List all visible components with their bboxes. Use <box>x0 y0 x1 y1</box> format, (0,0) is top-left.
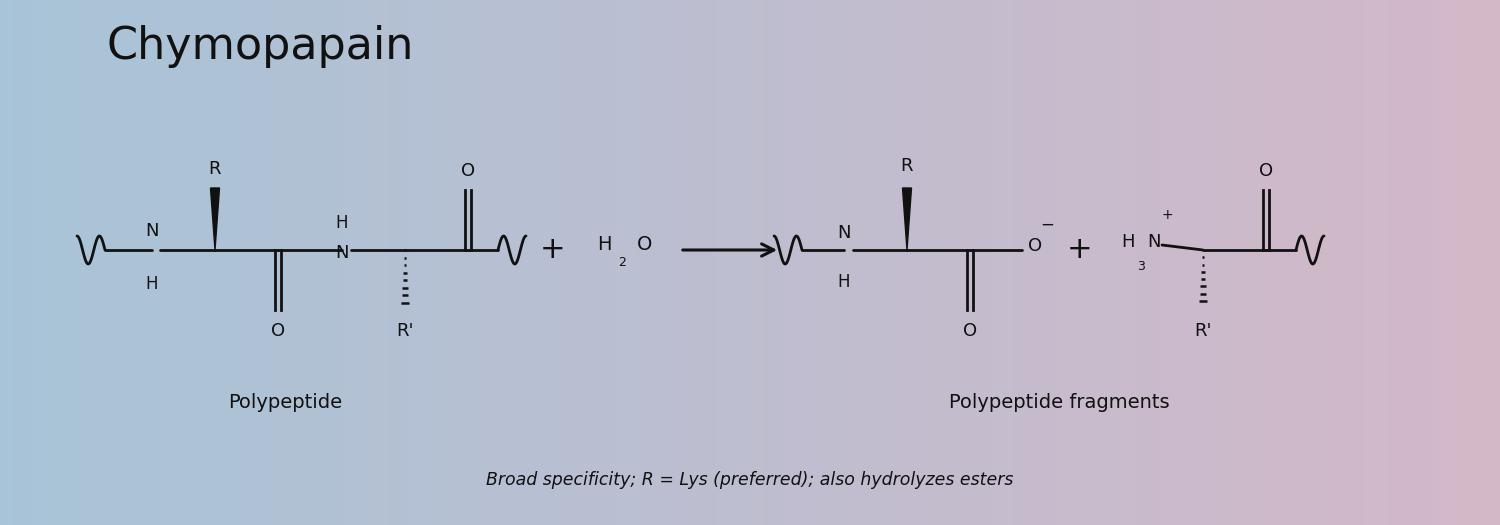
Text: N: N <box>146 222 159 240</box>
Text: Broad specificity; R = Lys (preferred); also hydrolyzes esters: Broad specificity; R = Lys (preferred); … <box>486 471 1014 489</box>
Text: +: + <box>1161 208 1173 222</box>
Polygon shape <box>903 188 912 250</box>
Text: R': R' <box>1194 322 1212 340</box>
Text: H: H <box>336 214 348 232</box>
Text: +: + <box>540 236 566 265</box>
Text: H: H <box>837 273 850 291</box>
Text: H: H <box>597 235 612 254</box>
Text: O: O <box>1258 162 1274 180</box>
Text: N: N <box>1148 233 1161 251</box>
Text: O: O <box>1028 237 1042 255</box>
Text: 2: 2 <box>618 256 626 268</box>
Text: N: N <box>336 244 348 262</box>
Text: −: − <box>1040 216 1054 234</box>
Text: R: R <box>900 157 914 175</box>
Text: Chymopapain: Chymopapain <box>106 25 414 68</box>
Text: O: O <box>272 322 285 340</box>
Text: 3: 3 <box>1137 259 1144 272</box>
Text: Polypeptide: Polypeptide <box>228 394 342 413</box>
Text: O: O <box>638 235 652 254</box>
Text: O: O <box>460 162 476 180</box>
Text: O: O <box>963 322 976 340</box>
Text: H: H <box>146 275 159 293</box>
Text: R: R <box>209 160 222 178</box>
Text: Polypeptide fragments: Polypeptide fragments <box>948 394 1170 413</box>
Text: R': R' <box>396 322 414 340</box>
Polygon shape <box>210 188 219 250</box>
Text: H: H <box>1122 233 1136 251</box>
Text: N: N <box>837 224 850 242</box>
Text: +: + <box>1066 236 1094 265</box>
